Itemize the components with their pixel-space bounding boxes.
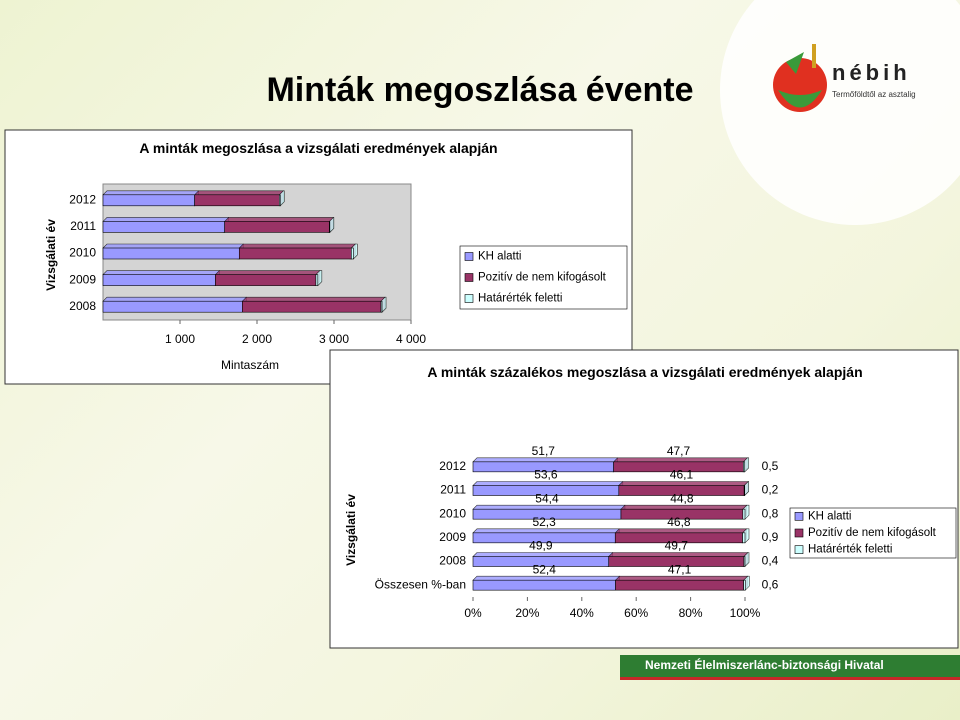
bar [102, 221, 225, 233]
legend-label: Pozitív de nem kifogásolt [808, 527, 937, 539]
x-tick-label: 0% [464, 606, 482, 620]
footer-stripe [620, 677, 960, 680]
bar [743, 579, 746, 591]
legend-swatch [794, 545, 804, 554]
y-tick-label: 2009 [69, 272, 96, 286]
bar [743, 556, 746, 567]
data-label: 0,5 [762, 459, 779, 473]
footer-band [620, 655, 960, 677]
data-label: 47,7 [667, 444, 691, 458]
data-label: 0,4 [762, 554, 779, 568]
data-label: 51,7 [532, 444, 556, 458]
bar [380, 300, 383, 313]
logo-name: nébih [832, 60, 911, 85]
y-tick-label: 2010 [69, 246, 96, 260]
legend-swatch [464, 294, 474, 303]
y-tick-label: 2011 [70, 219, 96, 233]
bar [102, 274, 216, 286]
legend-label: Pozitív de nem kifogásolt [478, 272, 607, 284]
bar [102, 247, 240, 260]
legend-box [459, 245, 628, 310]
y-tick-label: 2011 [440, 483, 466, 497]
x-tick-label: 100% [730, 606, 761, 620]
y-tick-label: 2008 [69, 299, 96, 313]
y-axis-label: Vizsgálati év [44, 219, 58, 291]
chart-title: A minták százalékos megoszlása a vizsgál… [427, 364, 863, 380]
legend-swatch [464, 273, 474, 282]
y-tick-label: 2012 [439, 459, 466, 473]
bar [743, 485, 746, 496]
x-tick-label: 2 000 [242, 332, 272, 346]
data-label: 52,4 [533, 562, 557, 576]
logo-tagline: Termőföldtől az asztalig [832, 90, 916, 99]
bar [472, 579, 616, 591]
legend-label: KH alatti [478, 251, 521, 263]
bar [742, 532, 746, 544]
data-label: 49,7 [665, 539, 689, 553]
bar [242, 300, 382, 313]
bar [279, 194, 281, 207]
data-label: 46,1 [670, 468, 694, 482]
legend-box [789, 507, 957, 559]
bar [224, 221, 330, 233]
footer-text: Nemzeti Élelmiszerlánc-biztonsági Hivata… [645, 657, 884, 672]
bar [215, 274, 317, 286]
bar [102, 300, 243, 313]
data-label: 0,6 [762, 577, 779, 591]
x-tick-label: 4 000 [396, 332, 426, 346]
x-tick-label: 20% [515, 606, 539, 620]
bar [238, 247, 352, 260]
x-tick-label: 40% [570, 606, 594, 620]
data-label: 0,9 [762, 530, 779, 544]
y-tick-label: 2012 [69, 192, 96, 206]
x-axis-label: Mintaszám [221, 358, 279, 372]
bar [742, 508, 746, 520]
x-tick-label: 60% [624, 606, 648, 620]
x-tick-label: 80% [679, 606, 703, 620]
y-tick-label: 2009 [439, 530, 466, 544]
bar [743, 461, 746, 473]
data-label: 52,3 [532, 515, 556, 529]
data-label: 54,4 [535, 491, 559, 505]
slide-title: Minták megoszlása évente [266, 71, 693, 109]
legend-label: Határérték feletti [808, 544, 892, 556]
logo-mark [773, 44, 827, 112]
bar [615, 579, 744, 591]
y-tick-label: 2008 [439, 554, 466, 568]
chart-frame [329, 349, 959, 649]
legend-swatch [794, 512, 804, 521]
data-label: 44,8 [670, 491, 694, 505]
chart-title: A minták megoszlása a vizsgálati eredmén… [139, 140, 498, 156]
data-label: 47,1 [668, 562, 692, 576]
y-tick-label: 2010 [439, 506, 466, 520]
x-tick-label: 1 000 [165, 332, 195, 346]
data-label: 46,8 [667, 515, 691, 529]
bar [315, 274, 319, 286]
x-tick-label: 3 000 [319, 332, 349, 346]
legend-label: KH alatti [808, 510, 851, 522]
bar [102, 194, 195, 207]
logo-halo [720, 0, 960, 225]
legend-swatch [464, 252, 474, 261]
data-label: 49,9 [529, 539, 553, 553]
y-axis-label: Vizsgálati év [344, 494, 358, 566]
data-label: 53,6 [534, 468, 558, 482]
data-label: 0,2 [762, 483, 779, 497]
data-label: 0,8 [762, 506, 779, 520]
y-tick-label: Összesen %-ban [375, 577, 466, 591]
bar [351, 247, 354, 260]
bar [194, 194, 280, 207]
legend-label: Határérték feletti [478, 293, 562, 305]
legend-swatch [794, 528, 804, 538]
